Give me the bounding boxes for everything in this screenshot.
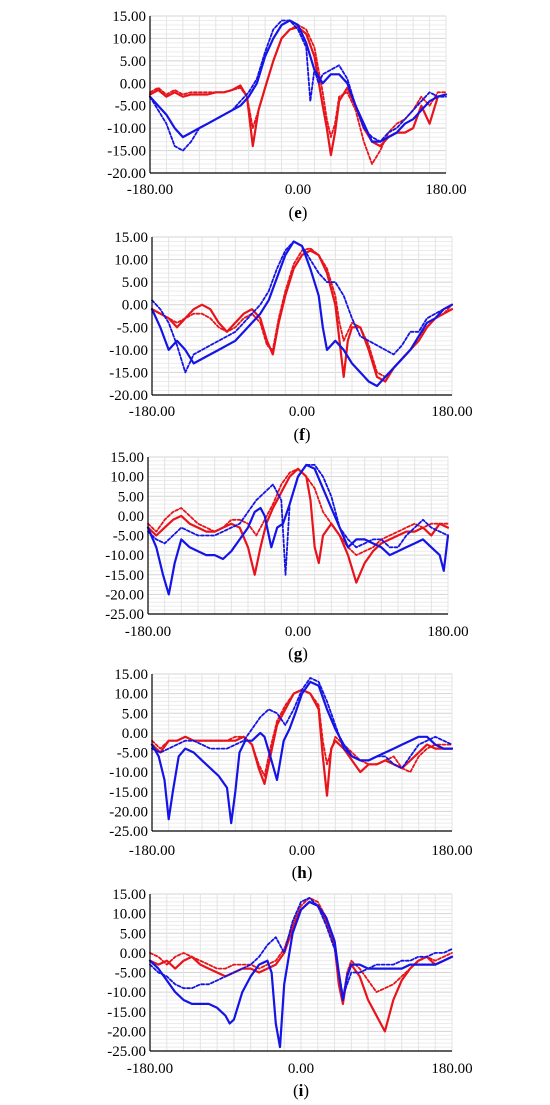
y-tick-label: 5.00	[122, 706, 148, 722]
y-tick-label: 0.00	[122, 298, 148, 314]
y-tick-label: 15.00	[114, 667, 148, 683]
x-tick-label: 0.00	[285, 182, 311, 198]
series-3-dashed-line	[151, 240, 453, 374]
series-1-dashed-line	[149, 24, 447, 165]
y-tick-label: -10.00	[109, 343, 148, 359]
x-tick-label: 180.00	[425, 182, 466, 198]
y-tick-label: -25.00	[109, 824, 148, 840]
panel-label: (f)	[293, 425, 310, 444]
y-tick-label: 15.00	[112, 887, 146, 903]
series-3-dashed-line	[147, 463, 449, 576]
y-tick-label: 0.00	[120, 76, 146, 92]
y-tick-label: 10.00	[112, 907, 146, 923]
series-3-dashed-line	[149, 19, 447, 152]
y-tick-label: -10.00	[107, 985, 146, 1001]
y-tick-label: 10.00	[114, 253, 148, 269]
y-tick-label: 0.00	[120, 946, 146, 962]
x-tick-label: -180.00	[127, 182, 173, 198]
y-tick-label: 15.00	[114, 230, 148, 246]
panel-g: 15.00 10.00 5.00 0.00 -5.00 -10.00 -15.00 -20.0…	[105, 450, 468, 663]
y-tick-label: 5.00	[122, 275, 148, 291]
y-tick-label: -10.00	[109, 765, 148, 781]
y-tick-label: -10.00	[105, 548, 144, 564]
y-tick-label: -15.00	[109, 365, 148, 381]
panel-letter: i	[299, 1081, 304, 1100]
x-tick-label: 0.00	[285, 624, 311, 640]
panel-label: (e)	[289, 203, 308, 222]
y-tick-label: 15.00	[112, 9, 146, 25]
grid	[149, 893, 453, 1052]
y-tick-label: -15.00	[107, 144, 146, 160]
y-tick-label: -5.00	[115, 99, 146, 115]
y-tick-label: 10.00	[114, 687, 148, 703]
series-2-solid-line	[150, 240, 454, 388]
panel-label: (h)	[292, 863, 313, 882]
x-tick-label: 180.00	[431, 843, 472, 859]
x-tick-label: 180.00	[431, 1061, 472, 1077]
panel-f: 15.00 10.00 5.00 0.00 -5.00 -10.00 -15.00 -20.0…	[109, 230, 472, 444]
x-tick-label: -180.00	[127, 1061, 173, 1077]
panel-letter: g	[294, 644, 303, 663]
x-tick-label: 0.00	[288, 1061, 314, 1077]
y-tick-label: 5.00	[120, 926, 146, 942]
y-tick-label: -5.00	[113, 529, 144, 545]
y-tick-label: -25.00	[105, 607, 144, 623]
y-tick-label: -5.00	[115, 966, 146, 982]
x-tick-label: -180.00	[129, 843, 175, 859]
y-tick-label: -15.00	[107, 1005, 146, 1021]
y-tick-label: -20.00	[109, 388, 148, 404]
x-tick-label: 0.00	[289, 404, 315, 420]
y-tick-label: 0.00	[118, 509, 144, 525]
series-3-dashed-line	[149, 897, 453, 997]
y-tick-label: 5.00	[118, 489, 144, 505]
x-tick-label: -180.00	[125, 624, 171, 640]
y-tick-label: -20.00	[109, 804, 148, 820]
grid	[147, 456, 449, 615]
y-tick-label: -20.00	[107, 1024, 146, 1040]
y-tick-label: -20.00	[105, 587, 144, 603]
panel-label: (i)	[293, 1081, 309, 1100]
series-2-solid-line	[150, 680, 454, 825]
series-2-solid-line	[148, 900, 454, 1049]
y-tick-label: -25.00	[107, 1044, 146, 1060]
y-tick-label: -5.00	[117, 320, 148, 336]
panel-letter: f	[299, 425, 305, 444]
panel-letter: h	[297, 863, 307, 882]
y-tick-label: -10.00	[107, 121, 146, 137]
y-tick-label: 10.00	[110, 470, 144, 486]
x-tick-label: 180.00	[427, 624, 468, 640]
y-tick-label: -5.00	[117, 746, 148, 762]
y-tick-label: 15.00	[110, 450, 144, 466]
panel-i: 15.00 10.00 5.00 0.00 -5.00 -10.00 -15.00 -20.0…	[107, 887, 472, 1100]
panel-label: (g)	[288, 644, 308, 663]
x-tick-label: 180.00	[431, 404, 472, 420]
grid	[151, 236, 453, 396]
y-tick-label: -15.00	[105, 568, 144, 584]
y-tick-label: -20.00	[107, 166, 146, 182]
panel-letter: e	[294, 203, 302, 222]
grid	[151, 673, 453, 832]
series-1-dashed-line	[147, 467, 449, 556]
series-3-dashed-line	[151, 677, 453, 770]
y-tick-label: 0.00	[122, 726, 148, 742]
y-tick-label: -15.00	[109, 785, 148, 801]
panel-e: 15.00 10.00 5.00 0.00 -5.00 -10.00 -15.00 -20.0…	[107, 9, 466, 222]
y-tick-label: 5.00	[120, 54, 146, 70]
panel-h: 15.00 10.00 5.00 0.00 -5.00 -10.00 -15.00 -20.0…	[109, 667, 472, 882]
y-tick-label: 10.00	[112, 31, 146, 47]
x-tick-label: 0.00	[289, 843, 315, 859]
grid	[149, 15, 447, 174]
x-tick-label: -180.00	[129, 404, 175, 420]
